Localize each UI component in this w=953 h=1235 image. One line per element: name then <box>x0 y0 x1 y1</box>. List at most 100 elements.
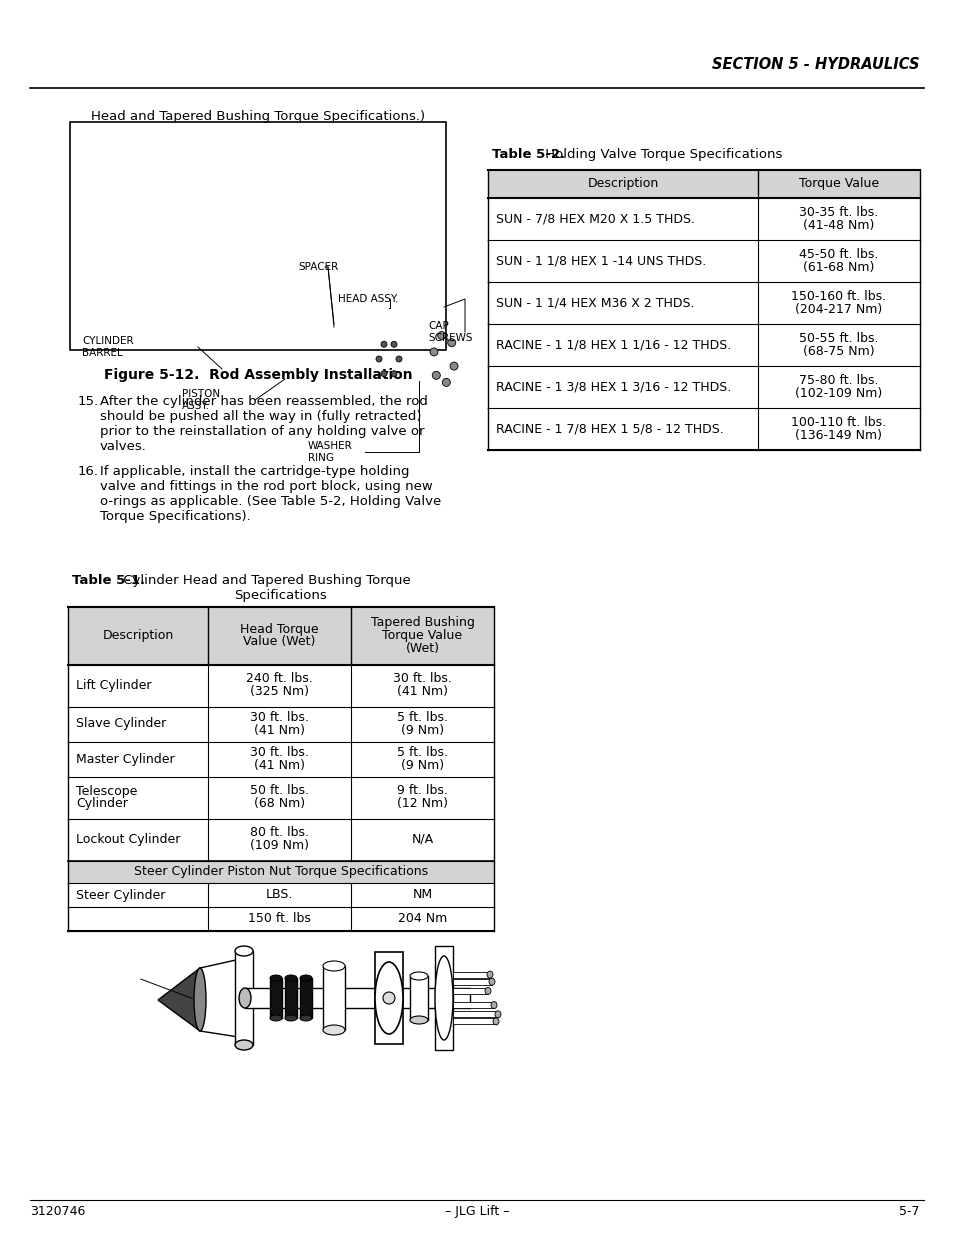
Text: (102-109 Nm): (102-109 Nm) <box>795 387 882 399</box>
Text: 30 ft. lbs.: 30 ft. lbs. <box>250 711 309 724</box>
Ellipse shape <box>270 1015 282 1021</box>
Text: 15.: 15. <box>78 395 99 408</box>
Text: 5-7: 5-7 <box>899 1205 919 1218</box>
Text: Slave Cylinder: Slave Cylinder <box>76 718 166 730</box>
Circle shape <box>375 356 381 362</box>
Ellipse shape <box>285 1015 296 1021</box>
Text: (9 Nm): (9 Nm) <box>400 760 443 772</box>
Text: (325 Nm): (325 Nm) <box>250 685 309 699</box>
Circle shape <box>442 378 450 387</box>
Text: After the cylinder has been reassembled, the rod: After the cylinder has been reassembled,… <box>100 395 428 408</box>
Text: Table 5-2.: Table 5-2. <box>492 148 564 161</box>
Ellipse shape <box>323 961 345 971</box>
Polygon shape <box>285 978 296 1018</box>
Ellipse shape <box>435 956 453 1040</box>
Text: Head Torque: Head Torque <box>240 622 318 636</box>
Text: 45-50 ft. lbs.: 45-50 ft. lbs. <box>799 247 878 261</box>
Ellipse shape <box>484 988 491 994</box>
Text: 3120746: 3120746 <box>30 1205 85 1218</box>
Text: RACINE - 1 3/8 HEX 1 3/16 - 12 THDS.: RACINE - 1 3/8 HEX 1 3/16 - 12 THDS. <box>496 380 731 393</box>
Text: SUN - 7/8 HEX M20 X 1.5 THDS.: SUN - 7/8 HEX M20 X 1.5 THDS. <box>496 212 695 225</box>
Text: SECTION 5 - HYDRAULICS: SECTION 5 - HYDRAULICS <box>712 57 919 72</box>
Text: If applicable, install the cartridge-type holding: If applicable, install the cartridge-typ… <box>100 466 409 478</box>
Text: o-rings as applicable. (See Table 5-2, Holding Valve: o-rings as applicable. (See Table 5-2, H… <box>100 495 441 508</box>
Text: LBS.: LBS. <box>266 888 293 902</box>
Text: SPACER: SPACER <box>297 262 338 272</box>
Ellipse shape <box>234 1040 253 1050</box>
Text: (204-217 Nm): (204-217 Nm) <box>795 303 882 315</box>
Circle shape <box>391 370 396 377</box>
Polygon shape <box>435 946 453 1050</box>
Polygon shape <box>453 978 492 984</box>
Polygon shape <box>200 958 245 1037</box>
Circle shape <box>450 362 457 370</box>
Circle shape <box>380 341 387 347</box>
Text: (41 Nm): (41 Nm) <box>396 685 448 699</box>
Circle shape <box>395 356 401 362</box>
Text: RACINE - 1 1/8 HEX 1 1/16 - 12 THDS.: RACINE - 1 1/8 HEX 1 1/16 - 12 THDS. <box>496 338 731 351</box>
Text: Steer Cylinder: Steer Cylinder <box>76 888 165 902</box>
Text: HEAD ASSY.: HEAD ASSY. <box>337 294 398 304</box>
Text: (Wet): (Wet) <box>405 642 439 655</box>
Text: Torque Specifications).: Torque Specifications). <box>100 510 251 522</box>
Bar <box>68 861 494 883</box>
Text: 30 ft. lbs.: 30 ft. lbs. <box>250 746 309 760</box>
Circle shape <box>391 341 396 347</box>
Polygon shape <box>270 978 282 1018</box>
Text: (41 Nm): (41 Nm) <box>253 724 305 737</box>
Text: CYLINDER
BARREL: CYLINDER BARREL <box>82 336 133 358</box>
Text: SUN - 1 1/4 HEX M36 X 2 THDS.: SUN - 1 1/4 HEX M36 X 2 THDS. <box>496 296 694 309</box>
Text: 50-55 ft. lbs.: 50-55 ft. lbs. <box>799 331 878 345</box>
Text: WASHER
RING: WASHER RING <box>308 441 353 463</box>
Text: Torque Value: Torque Value <box>798 178 878 190</box>
Text: 150-160 ft. lbs.: 150-160 ft. lbs. <box>791 289 885 303</box>
Text: Telescope: Telescope <box>76 784 137 798</box>
Text: (41-48 Nm): (41-48 Nm) <box>802 219 874 231</box>
Text: valve and fittings in the rod port block, using new: valve and fittings in the rod port block… <box>100 480 433 493</box>
Bar <box>488 170 919 198</box>
Text: NM: NM <box>412 888 432 902</box>
Text: 16.: 16. <box>78 466 99 478</box>
Ellipse shape <box>410 1016 428 1024</box>
Text: SUN - 1 1/8 HEX 1 -14 UNS THDS.: SUN - 1 1/8 HEX 1 -14 UNS THDS. <box>496 254 705 267</box>
Ellipse shape <box>234 946 253 956</box>
Text: Holding Valve Torque Specifications: Holding Valve Torque Specifications <box>540 148 781 161</box>
Text: valves.: valves. <box>100 440 147 453</box>
Text: 30 ft. lbs.: 30 ft. lbs. <box>393 673 452 685</box>
Ellipse shape <box>323 1025 345 1035</box>
Text: 9 ft. lbs.: 9 ft. lbs. <box>396 784 448 798</box>
Circle shape <box>430 348 437 356</box>
Polygon shape <box>299 978 312 1018</box>
Text: Table 5-1.: Table 5-1. <box>71 574 145 587</box>
Text: Master Cylinder: Master Cylinder <box>76 752 174 766</box>
Polygon shape <box>453 972 490 978</box>
Ellipse shape <box>375 962 402 1034</box>
Ellipse shape <box>489 978 495 986</box>
Ellipse shape <box>270 974 282 981</box>
Ellipse shape <box>493 1018 498 1025</box>
Text: (12 Nm): (12 Nm) <box>396 798 448 810</box>
Ellipse shape <box>299 1015 312 1021</box>
Text: Cylinder: Cylinder <box>76 798 128 810</box>
Polygon shape <box>158 968 200 1031</box>
Text: 100-110 ft. lbs.: 100-110 ft. lbs. <box>791 415 885 429</box>
Ellipse shape <box>495 1010 500 1018</box>
Text: (68-75 Nm): (68-75 Nm) <box>802 345 874 357</box>
Text: RACINE - 1 7/8 HEX 1 5/8 - 12 THDS.: RACINE - 1 7/8 HEX 1 5/8 - 12 THDS. <box>496 422 723 435</box>
Text: 80 ft. lbs.: 80 ft. lbs. <box>250 826 309 840</box>
Ellipse shape <box>382 992 395 1004</box>
Text: (136-149 Nm): (136-149 Nm) <box>795 429 882 441</box>
Circle shape <box>437 331 445 340</box>
Text: (9 Nm): (9 Nm) <box>400 724 443 737</box>
Polygon shape <box>245 988 470 1008</box>
Text: Figure 5-12.  Rod Assembly Installation: Figure 5-12. Rod Assembly Installation <box>104 368 412 382</box>
Text: should be pushed all the way in (fully retracted): should be pushed all the way in (fully r… <box>100 410 421 424</box>
Ellipse shape <box>410 972 428 981</box>
Text: Cylinder Head and Tapered Bushing Torque: Cylinder Head and Tapered Bushing Torque <box>119 574 411 587</box>
Polygon shape <box>410 976 428 1020</box>
Polygon shape <box>453 1002 494 1008</box>
Ellipse shape <box>299 974 312 981</box>
Text: (41 Nm): (41 Nm) <box>253 760 305 772</box>
Text: 204 Nm: 204 Nm <box>397 913 447 925</box>
Ellipse shape <box>285 974 296 981</box>
